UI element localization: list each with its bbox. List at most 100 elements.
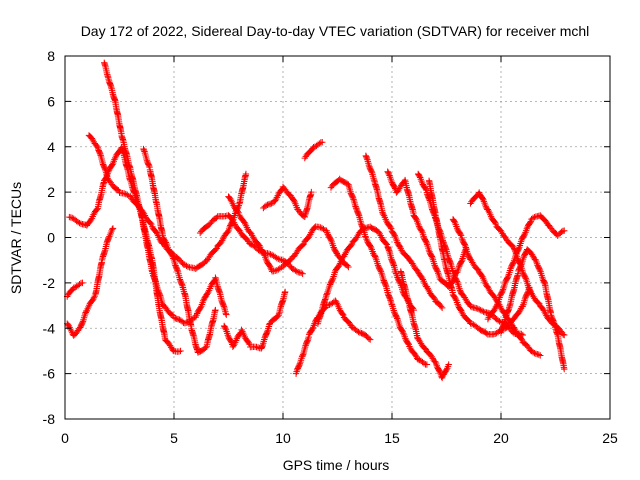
data-point: [512, 251, 520, 259]
data-point: [363, 153, 370, 161]
data-point: [561, 227, 568, 234]
data-point: [561, 365, 568, 373]
y-tick-label: 8: [47, 48, 55, 64]
data-point: [452, 295, 459, 303]
data-point: [264, 328, 271, 335]
data-point: [479, 273, 486, 280]
data-point: [109, 161, 116, 168]
series-track-10: [260, 183, 315, 221]
data-point: [516, 308, 523, 315]
data-point: [145, 161, 152, 168]
chart-title: Day 172 of 2022, Sidereal Day-to-day VTE…: [81, 23, 590, 39]
data-point: [145, 162, 153, 169]
data-point: [70, 284, 77, 292]
data-point: [483, 330, 490, 337]
data-point: [507, 265, 514, 272]
data-point: [459, 236, 466, 243]
data-point: [423, 239, 430, 247]
data-point: [327, 237, 335, 244]
data-point: [519, 268, 526, 276]
y-tick-label: 4: [47, 139, 55, 155]
data-point: [420, 360, 428, 367]
data-point: [445, 361, 452, 368]
series-track-11: [301, 139, 326, 162]
data-point: [79, 319, 86, 326]
data-point: [335, 263, 342, 270]
data-point: [245, 339, 252, 347]
data-point: [383, 217, 390, 225]
data-point: [528, 290, 535, 297]
series-track-18: [397, 268, 452, 382]
data-point: [93, 142, 100, 150]
data-point: [308, 326, 316, 334]
data-point: [482, 280, 489, 287]
data-point: [490, 307, 498, 314]
data-point: [356, 329, 364, 336]
data-point: [536, 266, 544, 274]
data-point: [510, 259, 517, 266]
data-point: [146, 163, 153, 171]
y-tick-label: -4: [43, 320, 56, 336]
data-point: [377, 268, 385, 275]
data-point: [468, 303, 476, 311]
data-point: [281, 288, 289, 296]
data-point: [455, 263, 463, 270]
data-point: [393, 313, 400, 321]
data-point: [87, 216, 95, 224]
data-point: [81, 310, 89, 318]
data-point: [391, 232, 398, 239]
data-point: [93, 206, 101, 213]
data-point: [76, 281, 83, 288]
data-point: [433, 267, 441, 274]
data-point: [371, 253, 379, 260]
data-point: [222, 325, 229, 332]
data-point: [202, 344, 209, 351]
data-point: [212, 246, 219, 253]
data-point: [439, 372, 447, 380]
data-point: [275, 255, 282, 263]
data-point: [480, 308, 487, 315]
data-point: [521, 273, 529, 281]
data-point: [550, 318, 557, 326]
data-point: [204, 256, 211, 263]
data-point: [451, 271, 458, 279]
data-point: [458, 258, 465, 265]
data-point: [375, 229, 383, 236]
data-point: [234, 208, 241, 215]
y-tick-label: 6: [47, 93, 55, 109]
data-point: [374, 262, 382, 269]
data-point: [453, 277, 460, 284]
data-point: [549, 317, 557, 324]
data-point: [141, 148, 148, 155]
data-point: [218, 238, 225, 246]
data-point: [226, 223, 233, 231]
data-point: [370, 176, 378, 184]
series-track-8: [225, 193, 352, 275]
data-point: [547, 312, 555, 319]
data-point: [299, 352, 306, 360]
y-axis-label: SDTVAR / TECUs: [8, 182, 24, 294]
data-point: [323, 291, 330, 298]
data-point: [492, 220, 500, 228]
data-point: [162, 239, 170, 246]
x-tick-label: 25: [602, 430, 618, 446]
data-point: [478, 272, 485, 279]
data-point: [536, 265, 543, 273]
data-point: [296, 361, 303, 369]
data-point: [233, 335, 241, 342]
series-track-12: [292, 297, 374, 377]
data-point: [143, 157, 151, 164]
data-point: [442, 367, 449, 375]
data-point: [396, 322, 403, 330]
data-point: [241, 333, 248, 341]
y-tick-label: -2: [43, 275, 56, 291]
data-point: [431, 262, 438, 269]
data-point: [168, 252, 176, 259]
data-point: [105, 234, 112, 242]
series-track-23: [497, 246, 568, 373]
data-point: [515, 245, 522, 252]
data-point: [418, 274, 426, 282]
data-point: [224, 228, 231, 236]
x-tick-label: 5: [170, 430, 178, 446]
data-point: [177, 347, 184, 355]
